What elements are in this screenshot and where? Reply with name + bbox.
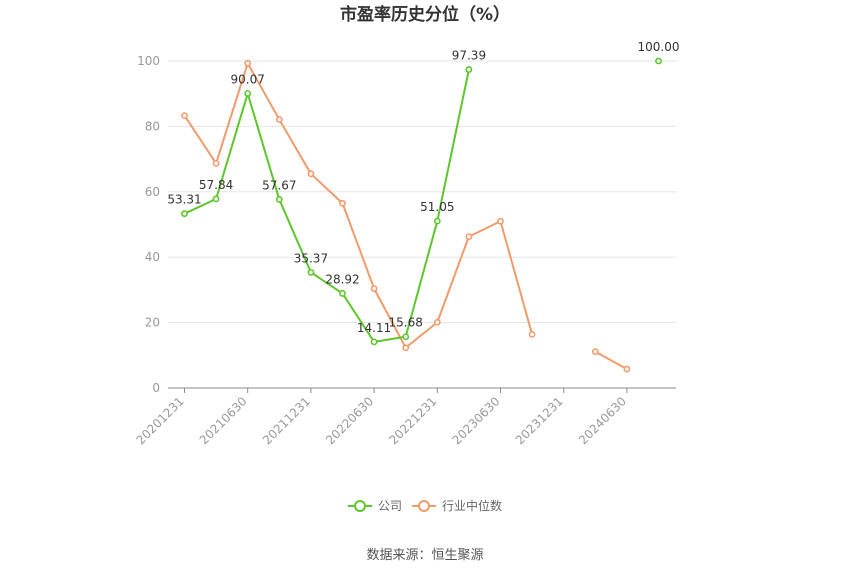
legend-company-label: 公司: [378, 499, 402, 513]
data-label: 90.07: [231, 72, 265, 86]
data-point[interactable]: [433, 318, 441, 326]
data-label: 57.84: [199, 178, 233, 192]
y-tick-label: 100: [137, 54, 160, 68]
grid-lines: [168, 60, 676, 324]
series-1: [181, 59, 631, 373]
data-point[interactable]: [212, 195, 220, 203]
data-point[interactable]: [307, 170, 315, 178]
chart-title: 市盈率历史分位（%）: [340, 4, 510, 25]
legend[interactable]: 公司 行业中位数: [348, 498, 502, 513]
data-point[interactable]: [465, 233, 473, 240]
y-tick-label: 40: [145, 250, 160, 264]
legend-item-industry[interactable]: 行业中位数: [412, 498, 502, 513]
data-source: 数据来源：恒生聚源: [366, 548, 483, 563]
data-point[interactable]: [402, 344, 410, 352]
legend-company-marker: [354, 500, 366, 512]
data-point[interactable]: [402, 333, 410, 341]
data-label: 15.68: [389, 316, 423, 330]
x-tick-label: 20201231: [134, 394, 187, 447]
data-point[interactable]: [433, 217, 441, 225]
data-label: 57.67: [262, 178, 296, 192]
data-point[interactable]: [212, 159, 220, 167]
series-line: [594, 350, 628, 370]
data-point[interactable]: [244, 90, 252, 97]
data-point[interactable]: [339, 199, 346, 207]
data-point[interactable]: [591, 348, 599, 356]
x-tick-label: 20220630: [323, 394, 376, 447]
data-label: 51.05: [420, 200, 454, 214]
x-tick-label: 20210630: [197, 394, 250, 447]
data-label: 14.11: [357, 321, 391, 335]
data-point[interactable]: [307, 268, 315, 276]
x-tick-label: 20221231: [386, 394, 439, 447]
data-point[interactable]: [528, 330, 536, 338]
y-tick-label: 80: [145, 119, 160, 133]
data-label: 53.31: [167, 193, 201, 207]
data-label: 28.92: [325, 272, 359, 286]
x-tick-label: 20211231: [260, 394, 313, 447]
legend-industry-marker: [418, 500, 430, 512]
legend-item-company[interactable]: 公司: [348, 499, 402, 513]
data-point[interactable]: [275, 116, 283, 123]
data-point[interactable]: [181, 112, 188, 120]
y-tick-label: 0: [152, 381, 160, 395]
series-lines: [181, 57, 662, 373]
y-tick-label: 20: [145, 316, 160, 330]
x-tick-label: 20230630: [450, 394, 503, 447]
data-label: 100.00: [638, 40, 680, 54]
y-tick-label: 60: [145, 185, 160, 199]
data-label: 97.39: [452, 49, 486, 63]
data-point[interactable]: [275, 196, 283, 203]
data-point[interactable]: [244, 59, 252, 67]
data-point[interactable]: [623, 365, 631, 373]
data-label: 35.37: [294, 251, 328, 265]
series-line: [183, 62, 534, 349]
x-tick-label: 20240630: [576, 394, 629, 447]
data-point[interactable]: [497, 217, 504, 225]
x-tick-label: 20231231: [513, 394, 566, 447]
data-point[interactable]: [465, 66, 473, 73]
data-point[interactable]: [370, 338, 378, 346]
data-point[interactable]: [181, 210, 188, 218]
legend-industry-label: 行业中位数: [442, 498, 502, 513]
series-0: [181, 57, 662, 346]
x-axis-ticks: 20201231 20210630 20211231 20220630 20221231…: [134, 388, 629, 447]
y-axis-ticks: 0 20 40 60 80 100: [137, 54, 160, 395]
data-point[interactable]: [370, 285, 378, 292]
data-point[interactable]: [655, 57, 662, 65]
data-point[interactable]: [339, 290, 346, 297]
series-line: [184, 69, 470, 343]
